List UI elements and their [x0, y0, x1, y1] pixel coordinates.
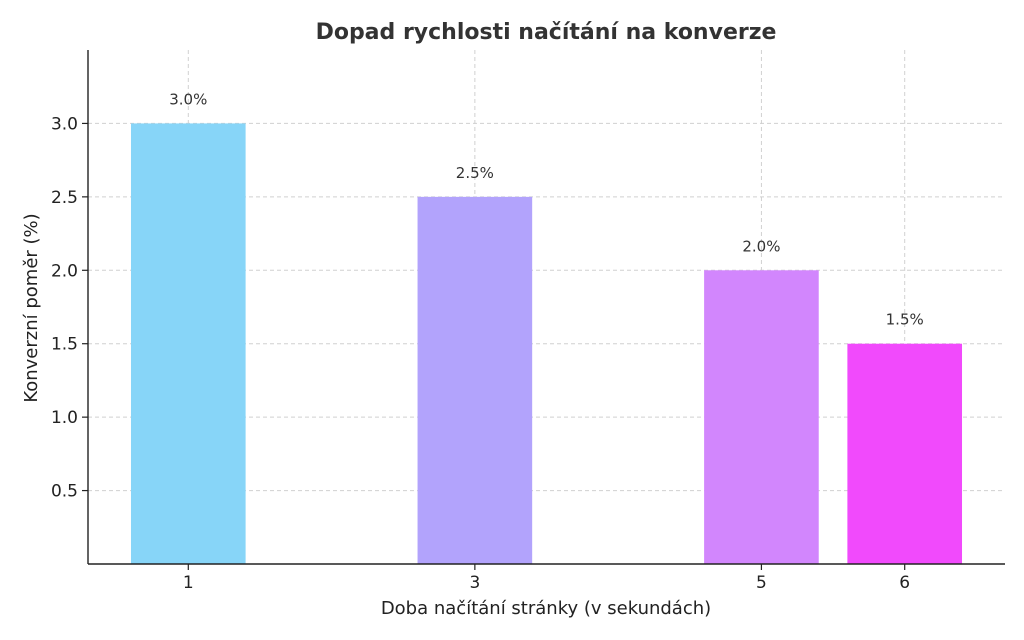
y-tick-label: 1.0 — [51, 408, 78, 428]
x-tick-label: 6 — [899, 573, 910, 593]
bar — [704, 270, 819, 564]
y-tick-label: 3.0 — [51, 114, 78, 134]
y-tick-label: 2.0 — [51, 261, 78, 281]
ticks: 0.5 1.0 1.5 2.0 2.5 3.0 1 3 5 6 — [51, 114, 910, 593]
bar — [130, 123, 246, 564]
bar — [417, 196, 533, 564]
x-tick-label: 5 — [756, 573, 767, 593]
x-tick-label: 3 — [469, 573, 480, 593]
bar — [847, 343, 963, 564]
y-tick-label: 1.5 — [51, 335, 78, 355]
x-tick-label: 1 — [183, 573, 194, 593]
bar-value-label: 2.5% — [456, 164, 494, 182]
bar-value-label: 3.0% — [169, 90, 207, 108]
y-tick-label: 2.5 — [51, 188, 78, 208]
bars — [130, 123, 963, 564]
y-axis-label: Konverzní poměr (%) — [21, 213, 42, 402]
x-axis-label: Doba načítání stránky (v sekundách) — [381, 598, 711, 619]
axes — [87, 50, 1005, 565]
chart-title: Dopad rychlosti načítání na konverze — [316, 20, 777, 45]
y-tick-label: 0.5 — [51, 482, 78, 502]
bar-value-label: 1.5% — [886, 311, 924, 329]
bar-value-label: 2.0% — [742, 237, 780, 255]
data-labels: 3.0% 2.5% 2.0% 1.5% — [169, 90, 924, 328]
